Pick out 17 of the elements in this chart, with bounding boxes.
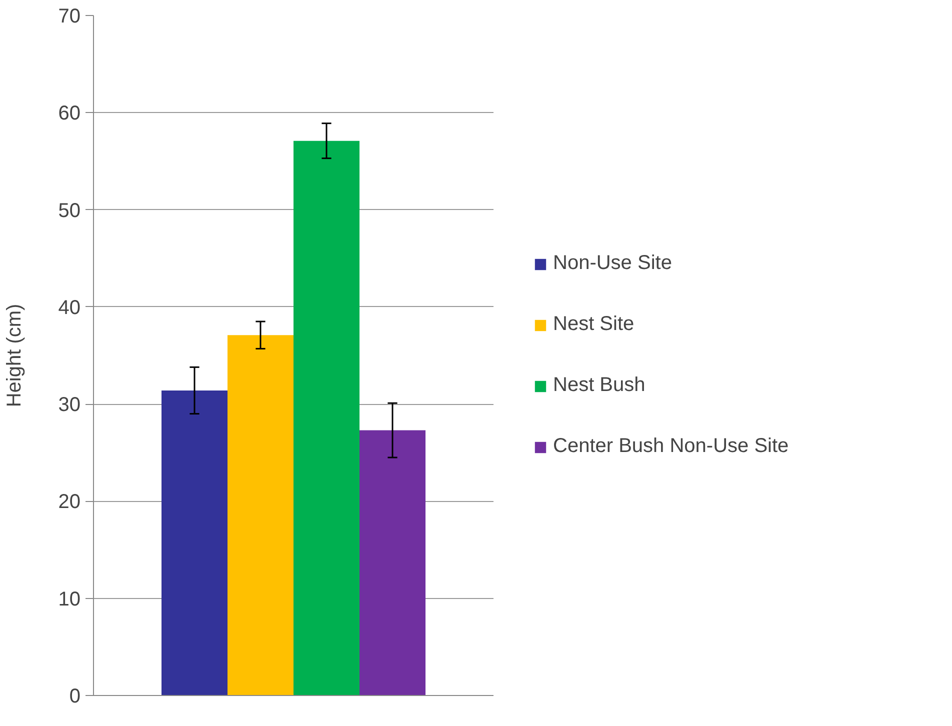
legend-label: Non-Use Site: [553, 252, 672, 275]
bar: [162, 390, 228, 696]
y-tick-label: 50: [58, 200, 81, 222]
y-tick-label: 70: [58, 6, 81, 28]
legend-label: Nest Site: [553, 313, 634, 336]
legend-label: Center Bush Non-Use Site: [553, 435, 789, 458]
bar: [294, 140, 360, 696]
y-tick-label: 30: [58, 394, 81, 416]
bar: [360, 430, 426, 696]
y-tick-label: 40: [58, 296, 81, 319]
y-tick-label: 60: [58, 102, 81, 125]
bar: [228, 335, 294, 696]
y-tick-label: 20: [58, 491, 81, 514]
y-tick-label: 0: [69, 686, 80, 708]
y-axis-title: Height (cm): [3, 304, 26, 408]
legend-label: Nest Bush: [553, 374, 646, 397]
y-tick-label: 10: [58, 588, 81, 610]
